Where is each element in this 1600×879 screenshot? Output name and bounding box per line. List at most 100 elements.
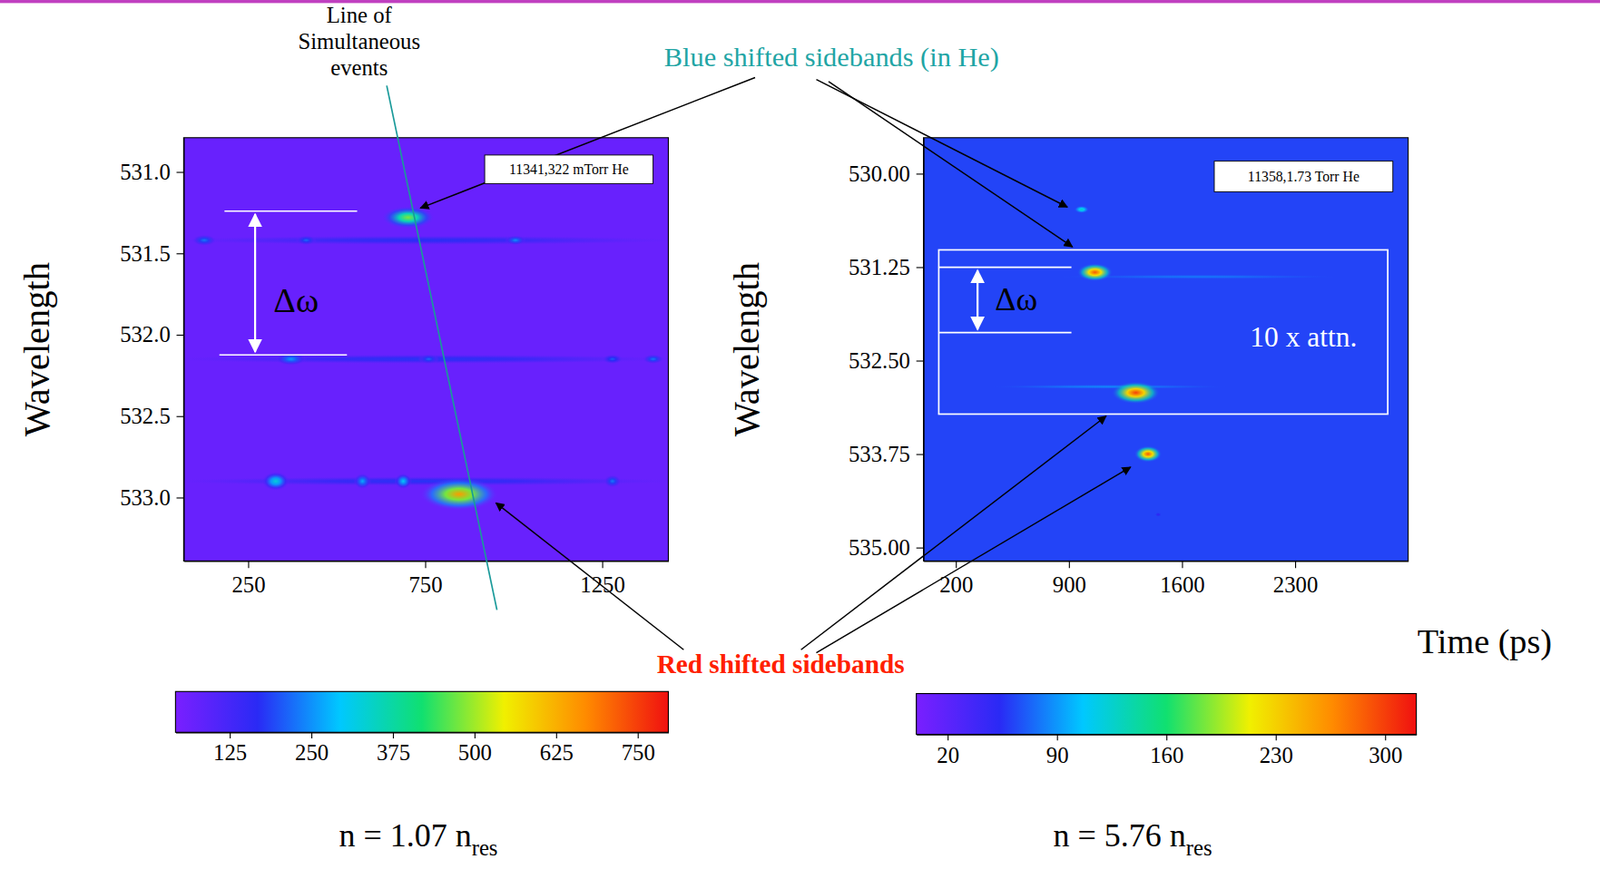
plots-layer: 531.0531.5532.0532.5533.02507501250530.0… [119, 137, 1409, 598]
colorbar-scale [916, 694, 1417, 736]
colorbar-tick-label: 160 [1149, 743, 1184, 768]
colorbar-tick-mark [638, 732, 639, 739]
colorbar-tick: 125 [213, 732, 247, 766]
colorbar-tick-label: 625 [539, 740, 574, 766]
spot [183, 476, 668, 487]
delta-arrow [976, 270, 979, 330]
colorbar-tick-mark [392, 732, 394, 739]
pointer-arrow [815, 467, 1130, 654]
simultaneous-label: Line of [326, 2, 393, 28]
colorbar-tick-mark [1166, 735, 1168, 742]
axis-line [184, 560, 669, 562]
y-tick: 532.0 [119, 322, 184, 347]
y-tick-label: 533.75 [848, 441, 911, 467]
y-tick-mark [176, 416, 185, 418]
top-bar [0, 0, 1600, 3]
y-axis-title: Wavelength [16, 262, 58, 437]
spot [420, 478, 499, 511]
axis-line [923, 137, 925, 562]
delta-label: Δω [273, 281, 319, 320]
spot [1111, 382, 1160, 405]
x-tick-label: 200 [939, 572, 973, 598]
y-tick-label: 531.0 [119, 159, 171, 185]
y-tick-label: 535.00 [848, 535, 911, 560]
colorbar-tick-label: 20 [936, 743, 960, 768]
colorbar-tick-mark [1384, 735, 1386, 742]
x-tick: 250 [231, 560, 266, 597]
spot [191, 235, 216, 247]
heatmap-background [183, 137, 668, 562]
spot [381, 206, 435, 229]
y-tick: 531.25 [848, 255, 924, 280]
x-tick: 1250 [579, 560, 625, 597]
colorbar-axis: 2090160230300 [916, 735, 1417, 768]
colorbar-tick-label: 500 [458, 740, 492, 766]
simultaneous-label: events [330, 55, 388, 80]
attenuation-label: 10 x attn. [1249, 321, 1357, 354]
colorbar-tick-label: 230 [1259, 743, 1294, 768]
y-tick-mark [176, 253, 185, 255]
colorbar: 2090160230300 [916, 694, 1417, 768]
y-tick-mark [176, 497, 185, 499]
y-axis: 530.00531.25532.50533.75535.00 [848, 137, 924, 562]
attenuation-box [938, 249, 1388, 414]
y-tick: 533.0 [119, 485, 184, 511]
y-axis-title: Wavelength [726, 262, 767, 437]
spot [261, 471, 290, 492]
x-tick: 200 [939, 560, 973, 597]
pointer-arrow [801, 416, 1107, 650]
x-tick-mark [1069, 560, 1070, 569]
spot [183, 353, 668, 364]
red-sidebands-label: Red shifted sidebands [657, 649, 905, 679]
colorbar-tick-mark [1276, 735, 1277, 742]
y-tick: 533.75 [848, 441, 924, 467]
axis-line [176, 732, 669, 734]
colorbar-tick-mark [947, 735, 949, 742]
y-tick: 532.50 [848, 348, 924, 374]
spot [642, 353, 664, 364]
overlay-layer: Wavelength n = 1.07 n res 11341,322 mTorr H… [16, 2, 1552, 862]
x-axis: 250 750 1250 [184, 560, 669, 597]
caption: n = 5.76 nres [1053, 817, 1213, 861]
y-tick-mark [916, 266, 924, 268]
y-tick-mark [176, 334, 185, 336]
caption-text: n = 1.07 n [338, 817, 472, 854]
title: 11341,322 mTorr He [509, 161, 629, 177]
simultaneous-label: Simultaneous [297, 29, 421, 54]
y-tick-label: 532.0 [119, 322, 171, 347]
x-tick-mark [1295, 560, 1296, 569]
heatmap-background [923, 137, 1409, 562]
axis-line [183, 137, 185, 562]
y-tick-mark [916, 548, 924, 550]
arrows-layer [420, 77, 1131, 653]
colorbar-axis: 125 250 375 500 625 750 [176, 732, 669, 766]
colorbar-tick-label: 750 [621, 740, 656, 766]
caption-subscript: res [1186, 835, 1213, 861]
colorbar-tick-mark [229, 732, 231, 739]
axis-line [923, 560, 1409, 562]
x-tick-mark [247, 560, 249, 569]
figure-root: 531.0531.5532.0532.5533.02507501250530.0… [0, 0, 1600, 861]
colorbar-scale [175, 691, 668, 733]
plot-frame [923, 137, 1409, 562]
x-tick-mark [955, 560, 957, 569]
spot [504, 235, 526, 246]
title-box [484, 155, 654, 184]
colorbar-tick: 20 [936, 735, 960, 768]
colorbar-tick-label: 250 [294, 740, 329, 766]
colorbar-tick-mark [1057, 735, 1059, 742]
x-tick-mark [602, 560, 604, 569]
x-tick-label: 2300 [1273, 572, 1318, 598]
title: 11358,1.73 Torr He [1247, 168, 1360, 185]
y-tick-mark [916, 173, 924, 175]
colorbar-tick: 90 [1046, 735, 1070, 768]
spot [1134, 445, 1162, 462]
figure: 531.0531.5532.0532.5533.02507501250530.0… [0, 0, 1600, 879]
delta-line [219, 353, 348, 356]
x-tick-label: 750 [408, 572, 442, 598]
colorbar-tick: 375 [376, 732, 411, 766]
x-axis: 20090016002300 [923, 560, 1409, 597]
x-tick-mark [424, 560, 426, 569]
spot [394, 472, 413, 490]
heatmap [183, 137, 668, 562]
